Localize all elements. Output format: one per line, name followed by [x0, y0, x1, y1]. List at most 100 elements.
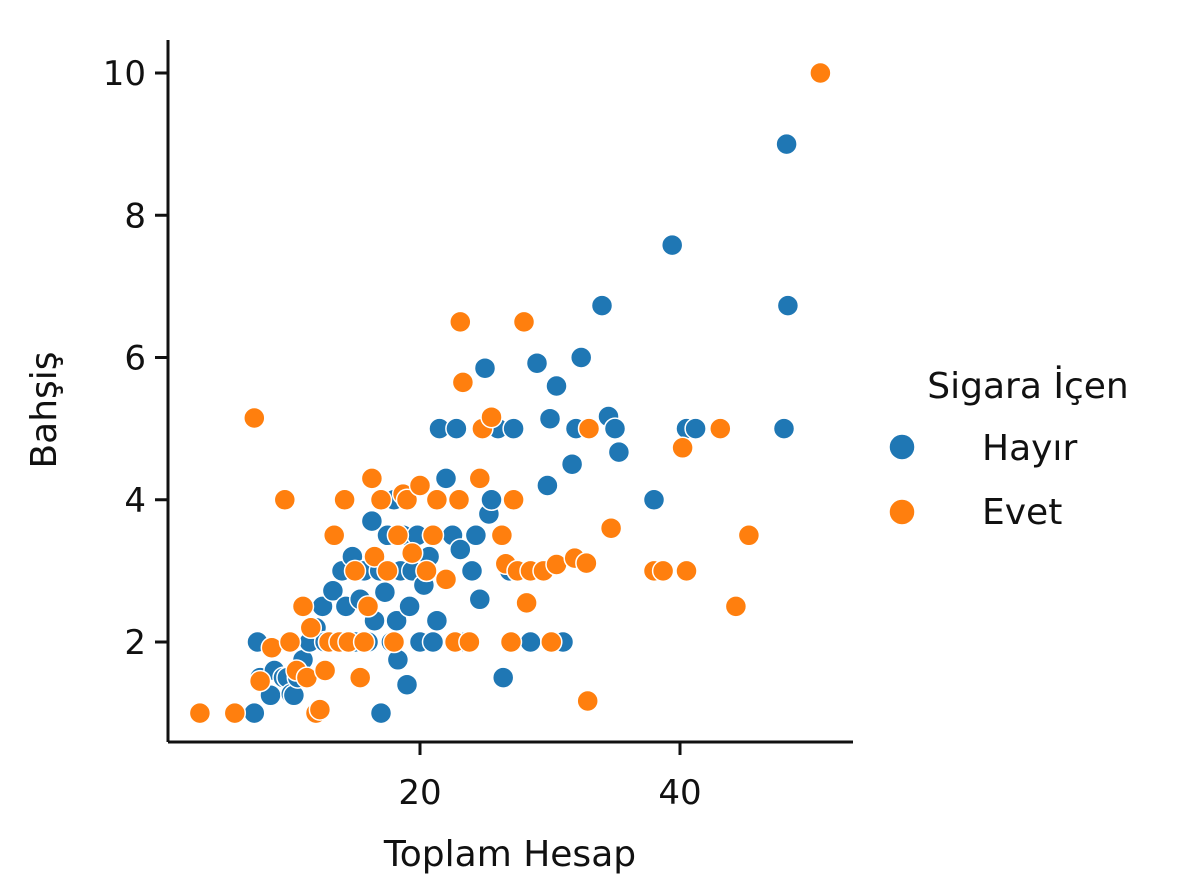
point-evet	[415, 559, 438, 583]
point-hayir	[590, 294, 614, 317]
point-hayir	[464, 524, 488, 547]
point-evet	[512, 310, 536, 334]
point-hayir	[560, 452, 584, 476]
point-hayir	[434, 467, 458, 490]
point-evet	[188, 701, 212, 725]
point-evet	[313, 659, 337, 682]
point-evet	[425, 488, 449, 512]
point-evet	[671, 436, 694, 460]
point-hayir	[660, 233, 684, 257]
point-hayir	[369, 701, 393, 725]
point-hayir	[525, 351, 549, 375]
point-evet	[356, 595, 380, 618]
point-evet	[540, 630, 563, 654]
point-hayir	[545, 374, 568, 398]
point-hayir	[536, 474, 559, 497]
legend: Sigara İçen Hayır Evet	[888, 365, 1129, 533]
legend-marker-hayir	[888, 433, 916, 461]
legend-label-evet: Evet	[982, 492, 1062, 533]
legend-marker-evet	[888, 498, 916, 526]
point-hayir	[395, 673, 419, 696]
point-evet	[352, 630, 376, 654]
point-hayir	[460, 559, 484, 583]
point-hayir	[421, 630, 445, 654]
y-tick-label: 2	[124, 623, 146, 663]
point-evet	[386, 524, 410, 547]
point-hayir	[519, 630, 542, 654]
legend-title: Sigara İçen	[927, 365, 1128, 407]
point-evet	[709, 417, 732, 440]
point-evet	[360, 467, 384, 490]
y-tick-label: 8	[124, 196, 146, 236]
point-evet	[480, 405, 503, 429]
y-tick-label: 6	[124, 339, 146, 379]
point-hayir	[491, 666, 515, 689]
point-evet	[400, 541, 424, 565]
y-tick-label: 4	[124, 481, 146, 521]
point-evet	[458, 630, 481, 654]
point-hayir	[468, 588, 492, 611]
point-hayir	[603, 417, 627, 440]
point-evet	[502, 488, 525, 512]
point-hayir	[398, 595, 421, 618]
point-hayir	[772, 417, 796, 440]
point-evet	[223, 701, 247, 725]
point-evet	[575, 551, 598, 575]
point-hayir	[321, 579, 345, 603]
point-evet	[395, 488, 419, 512]
point-hayir	[684, 417, 707, 440]
point-evet	[651, 559, 675, 583]
point-evet	[737, 524, 761, 547]
point-hayir	[473, 356, 497, 380]
point-evet	[515, 591, 538, 615]
point-evet	[278, 630, 302, 654]
point-evet	[382, 630, 406, 654]
y-axis-label: Bahşiş	[24, 351, 65, 468]
point-hayir	[607, 440, 631, 464]
point-hayir	[445, 417, 468, 440]
point-hayir	[449, 538, 472, 561]
x-tick-label: 40	[658, 773, 701, 813]
y-tick-label: 10	[103, 54, 146, 94]
x-axis-label: Toplam Hesap	[383, 834, 636, 875]
point-hayir	[425, 609, 449, 632]
point-evet	[499, 630, 523, 654]
point-evet	[675, 559, 698, 583]
point-evet	[348, 666, 372, 689]
point-evet	[449, 310, 472, 334]
point-evet	[599, 516, 623, 540]
point-evet	[724, 595, 748, 618]
ticks-layer: 20 40 2 4 6 8 10	[103, 54, 702, 813]
point-evet	[299, 616, 323, 640]
point-evet	[577, 417, 601, 440]
point-evet	[248, 669, 272, 693]
point-hayir	[360, 509, 384, 533]
point-evet	[468, 467, 492, 490]
point-hayir	[569, 346, 593, 369]
point-evet	[408, 474, 432, 497]
point-evet	[434, 568, 458, 591]
points-layer	[188, 61, 832, 725]
point-evet	[447, 488, 471, 512]
x-tick-label: 20	[398, 773, 441, 813]
point-evet	[809, 61, 832, 85]
point-evet	[490, 524, 514, 547]
point-evet	[576, 689, 599, 713]
legend-label-hayir: Hayır	[982, 428, 1077, 469]
point-evet	[322, 524, 346, 547]
point-evet	[343, 559, 367, 583]
point-hayir	[775, 132, 798, 156]
point-evet	[451, 371, 475, 394]
point-hayir	[642, 488, 666, 512]
point-hayir	[538, 407, 562, 430]
point-evet	[273, 488, 297, 512]
point-hayir	[480, 488, 503, 512]
point-hayir	[373, 580, 397, 604]
point-hayir	[502, 417, 525, 440]
point-evet	[363, 545, 386, 568]
point-evet	[291, 595, 315, 618]
point-evet	[421, 524, 445, 547]
point-evet	[333, 488, 356, 512]
point-evet	[369, 488, 393, 512]
